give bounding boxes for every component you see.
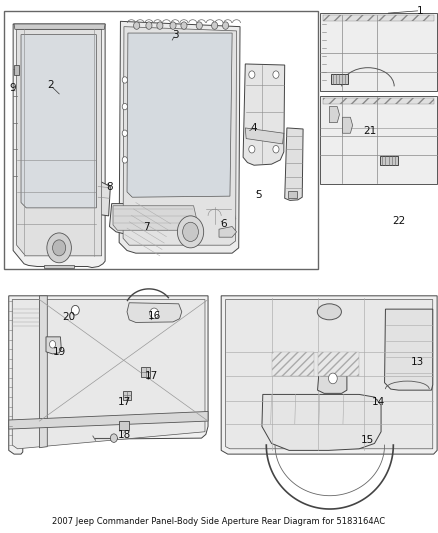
Circle shape [249,146,255,153]
Polygon shape [320,13,437,91]
Polygon shape [320,96,437,184]
Bar [123,391,131,400]
Polygon shape [245,128,284,144]
Circle shape [273,71,279,78]
Circle shape [122,103,127,110]
Polygon shape [343,117,353,133]
Text: 17: 17 [145,371,158,381]
Ellipse shape [317,304,342,320]
Circle shape [71,305,79,315]
Polygon shape [243,64,285,165]
Circle shape [170,22,176,29]
Text: 22: 22 [392,216,405,226]
Circle shape [110,434,117,442]
Circle shape [49,341,56,348]
Polygon shape [195,207,236,225]
Polygon shape [110,204,201,235]
Polygon shape [226,300,433,449]
Bar [14,65,19,75]
Circle shape [177,216,204,248]
Text: 9: 9 [10,83,17,93]
Circle shape [47,233,71,263]
Circle shape [122,157,127,163]
Bar [288,191,297,198]
Polygon shape [119,21,240,253]
Text: 1: 1 [417,6,424,15]
Circle shape [146,22,152,29]
Polygon shape [127,33,232,197]
Polygon shape [39,296,47,448]
Polygon shape [329,107,339,123]
Polygon shape [13,24,105,268]
Circle shape [122,130,127,136]
Circle shape [249,71,255,78]
Text: 18: 18 [118,431,131,440]
Polygon shape [97,181,110,216]
Polygon shape [323,98,434,104]
Polygon shape [272,352,314,376]
Bar [380,156,398,165]
Text: 2: 2 [47,80,54,90]
Text: 7: 7 [143,222,150,231]
Bar [4,11,318,269]
Polygon shape [46,337,61,354]
Circle shape [196,22,202,29]
Circle shape [53,240,66,256]
Polygon shape [9,411,208,429]
Polygon shape [219,227,237,237]
Polygon shape [12,300,205,449]
Circle shape [328,373,337,384]
Circle shape [122,77,127,83]
Text: 2007 Jeep Commander Panel-Body Side Aperture Rear Diagram for 5183164AC: 2007 Jeep Commander Panel-Body Side Aper… [53,517,385,526]
Circle shape [212,22,218,29]
Polygon shape [17,29,102,256]
Polygon shape [385,309,433,390]
Polygon shape [318,362,347,393]
Polygon shape [262,394,381,450]
Text: 16: 16 [148,311,161,320]
Polygon shape [113,206,198,230]
Polygon shape [123,27,237,245]
Polygon shape [44,265,74,268]
Bar [119,421,129,430]
Text: 14: 14 [372,398,385,407]
Circle shape [150,308,159,319]
Circle shape [157,22,163,29]
Text: 3: 3 [172,30,179,39]
Text: 20: 20 [63,312,76,322]
Circle shape [223,22,229,29]
Polygon shape [221,296,437,454]
Circle shape [181,22,187,29]
Bar [331,74,348,84]
Text: 19: 19 [53,347,66,357]
Polygon shape [21,35,96,208]
Polygon shape [285,128,303,200]
Circle shape [273,146,279,153]
Polygon shape [323,15,434,21]
Circle shape [134,22,140,29]
Circle shape [183,222,198,241]
Polygon shape [127,303,182,322]
Text: 21: 21 [364,126,377,135]
Text: 13: 13 [410,358,424,367]
Text: 15: 15 [361,435,374,445]
Text: 4: 4 [251,123,258,133]
Text: 6: 6 [220,219,227,229]
Text: 5: 5 [255,190,262,199]
Polygon shape [9,296,208,454]
Text: 17: 17 [118,398,131,407]
Bar [141,367,150,377]
Text: 8: 8 [106,182,113,191]
Polygon shape [14,24,105,29]
Polygon shape [318,352,359,376]
